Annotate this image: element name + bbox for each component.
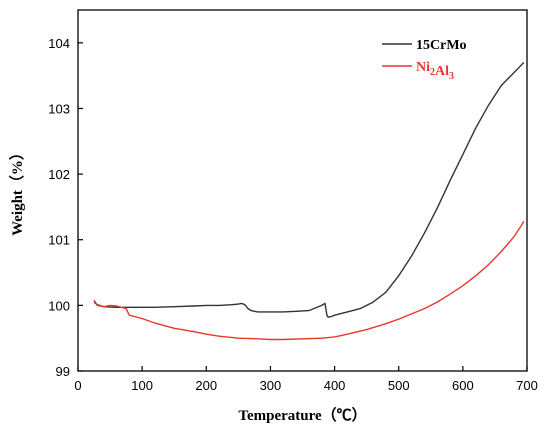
legend-label: Ni2Al3: [416, 60, 454, 82]
y-tick-label: 102: [48, 167, 70, 182]
y-tick-label: 100: [48, 298, 70, 313]
x-tick-label: 200: [195, 378, 217, 393]
y-tick-label: 103: [48, 101, 70, 116]
legend: 15CrMo Ni2Al3: [382, 38, 467, 82]
axes: 0 100 200 300 400 500 600 700 99 100 101 102 103 104: [48, 36, 538, 393]
y-tick-label: 104: [48, 36, 70, 51]
x-tick-label: 300: [260, 378, 282, 393]
series-layer: [93, 62, 525, 341]
x-tick-label: 100: [131, 378, 153, 393]
x-tick-label: 500: [388, 378, 410, 393]
plot-area: [77, 9, 528, 372]
legend-label: 15CrMo: [416, 38, 467, 53]
x-tick-label: 700: [516, 378, 538, 393]
x-tick-label: 600: [452, 378, 474, 393]
x-tick-label: 0: [74, 378, 81, 393]
plot-frame: [77, 9, 528, 372]
series-line-ni2al3: [93, 220, 525, 341]
x-tick-label: 400: [324, 378, 346, 393]
x-axis-title: Temperature（℃）: [238, 406, 366, 424]
y-tick-label: 101: [48, 233, 70, 248]
y-axis-title: Weight（%）: [8, 145, 26, 236]
y-tick-label: 99: [56, 364, 70, 379]
series-line-15crmo: [93, 62, 525, 318]
